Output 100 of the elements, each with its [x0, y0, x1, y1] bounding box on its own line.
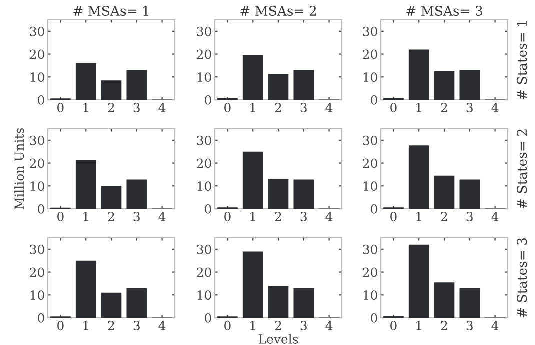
- y-tick-label: 0: [38, 95, 44, 105]
- bar: [76, 62, 96, 100]
- bar: [408, 50, 430, 100]
- x-tick-label: 1: [416, 321, 422, 330]
- y-tick-label: 10: [198, 290, 212, 300]
- y-tick-label: 30: [363, 26, 378, 36]
- x-tick-label: 1: [416, 212, 422, 222]
- y-tick-label: 10: [30, 72, 44, 82]
- x-tick-label: 2: [108, 103, 114, 112]
- bar: [434, 71, 455, 100]
- y-tick-label: 20: [30, 50, 44, 60]
- x-tick-label: 1: [250, 103, 256, 112]
- x-tick-label: 4: [158, 103, 166, 112]
- x-tick-label: 3: [134, 103, 140, 112]
- bar: [268, 179, 289, 209]
- x-axis-title: Levels: [258, 334, 298, 344]
- x-tick-label: 3: [134, 212, 140, 222]
- bar: [242, 152, 264, 209]
- bar: [76, 260, 96, 318]
- y-tick-label: 20: [363, 158, 378, 168]
- y-tick-label: 0: [205, 204, 212, 214]
- bar: [126, 70, 148, 100]
- y-tick-label: 0: [38, 204, 44, 214]
- x-tick-label: 2: [441, 212, 448, 222]
- x-tick-label: 0: [390, 212, 397, 222]
- bar: [460, 70, 480, 100]
- y-tick-label: 20: [197, 50, 212, 60]
- x-tick-label: 4: [158, 212, 166, 222]
- y2-axis-title: # States= 3: [517, 238, 528, 318]
- y2-axis-title: # States= 1: [517, 21, 528, 100]
- y-tick-label: 20: [197, 268, 212, 278]
- y-tick-label: 20: [363, 50, 378, 60]
- x-tick-label: 3: [466, 212, 473, 222]
- y-tick-label: 30: [363, 244, 378, 254]
- bar: [408, 244, 430, 318]
- chart-title: # MSAs= 2: [240, 6, 316, 16]
- y-tick-label: 0: [205, 95, 212, 105]
- y-tick-label: 10: [198, 182, 212, 192]
- x-tick-label: 2: [275, 212, 282, 222]
- y-tick-label: 20: [363, 268, 378, 278]
- x-tick-label: 4: [492, 321, 499, 330]
- x-tick-label: 1: [84, 103, 88, 112]
- x-tick-label: 1: [84, 321, 88, 330]
- bar: [294, 70, 314, 100]
- x-tick-label: 2: [441, 321, 448, 330]
- y-tick-label: 10: [364, 290, 378, 300]
- bar: [126, 288, 148, 318]
- y-tick-label: 30: [197, 244, 212, 254]
- x-tick-label: 0: [224, 212, 231, 222]
- bar: [242, 252, 264, 318]
- y-tick-label: 0: [371, 204, 378, 214]
- y-axis-title: Million Units: [14, 128, 24, 210]
- y-tick-label: 30: [363, 136, 378, 146]
- y-tick-label: 0: [371, 313, 378, 323]
- y-tick-label: 10: [198, 72, 212, 82]
- y-tick-label: 20: [30, 158, 44, 168]
- y-tick-label: 30: [30, 244, 44, 254]
- x-tick-label: 1: [250, 321, 256, 330]
- y-tick-label: 30: [30, 136, 44, 146]
- y2-axis-title: # States= 2: [517, 130, 528, 208]
- bar: [242, 55, 264, 100]
- x-tick-label: 0: [58, 321, 64, 330]
- x-tick-label: 3: [466, 103, 473, 112]
- x-tick-label: 0: [224, 103, 231, 112]
- bar: [268, 74, 289, 100]
- bar: [268, 286, 289, 318]
- x-tick-label: 2: [275, 321, 282, 330]
- x-tick-label: 2: [441, 103, 448, 112]
- x-tick-label: 0: [58, 212, 64, 222]
- x-tick-label: 2: [108, 321, 114, 330]
- bar: [460, 180, 480, 209]
- y-tick-label: 30: [197, 26, 212, 36]
- y-tick-label: 30: [30, 26, 44, 36]
- chart-title: # MSAs= 3: [406, 6, 482, 16]
- x-tick-label: 4: [492, 212, 499, 222]
- y-tick-label: 20: [30, 268, 44, 278]
- bar: [408, 146, 430, 209]
- x-tick-label: 4: [492, 103, 499, 112]
- x-tick-label: 4: [326, 212, 333, 222]
- bar: [294, 288, 314, 318]
- x-tick-label: 0: [390, 321, 397, 330]
- bar: [101, 292, 122, 318]
- x-tick-label: 3: [300, 212, 307, 222]
- x-tick-label: 3: [300, 321, 307, 330]
- x-tick-label: 4: [158, 321, 166, 330]
- x-tick-label: 1: [84, 212, 88, 222]
- x-tick-label: 3: [300, 103, 307, 112]
- x-tick-label: 1: [250, 212, 256, 222]
- y-tick-label: 30: [197, 136, 212, 146]
- bar: [434, 282, 455, 318]
- x-tick-label: 0: [390, 103, 397, 112]
- bar: [434, 176, 455, 209]
- bar: [460, 288, 480, 318]
- bar: [126, 180, 148, 209]
- bar: [76, 160, 96, 209]
- y-tick-label: 10: [30, 182, 44, 192]
- x-tick-label: 2: [275, 103, 282, 112]
- x-tick-label: 2: [108, 212, 114, 222]
- bar: [101, 80, 122, 100]
- y-tick-label: 0: [205, 313, 212, 323]
